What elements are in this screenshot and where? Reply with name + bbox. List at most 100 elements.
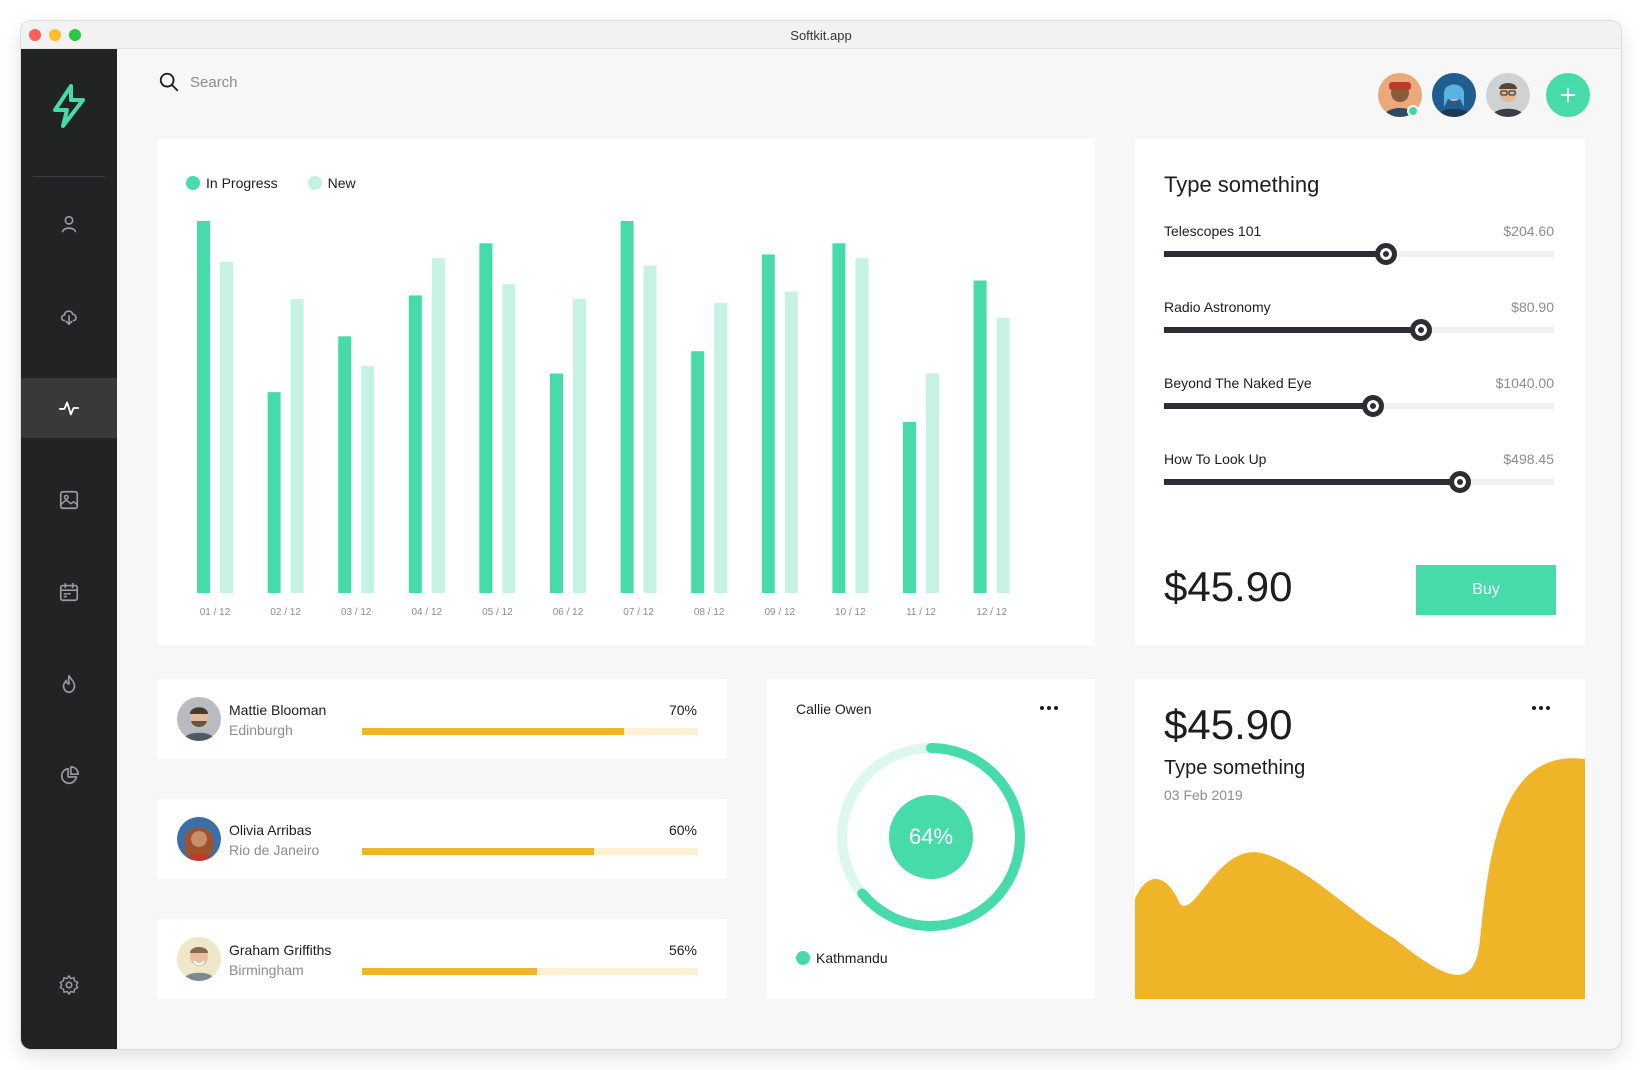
- total-price: $45.90: [1164, 563, 1293, 610]
- bar-new: [573, 299, 586, 593]
- sidebar-item-activity[interactable]: [21, 378, 117, 438]
- avatar: [177, 937, 221, 981]
- slider-price: $204.60: [1503, 223, 1554, 239]
- bar-chart: 01 / 12 02 / 12 03 / 12 04 / 12 05 / 12 06 / …: [197, 221, 1010, 618]
- bar-new: [431, 258, 445, 593]
- sidebar-item-settings[interactable]: [21, 955, 117, 1015]
- sidebar-item-calendar[interactable]: [21, 562, 117, 622]
- slider-track[interactable]: [1164, 243, 1554, 265]
- add-button[interactable]: [1546, 73, 1590, 117]
- avatar: [177, 697, 221, 741]
- search-input[interactable]: [190, 73, 390, 91]
- x-tick-label: 10 / 12: [835, 607, 866, 618]
- bar-in-progress: [620, 221, 634, 593]
- more-dot: [1539, 706, 1543, 710]
- slider-track[interactable]: [1164, 471, 1554, 493]
- x-tick-label: 06 / 12: [553, 607, 584, 618]
- progress-bar: [362, 848, 698, 855]
- flame-icon: [62, 674, 76, 694]
- donut-chart: [837, 743, 1025, 931]
- person-percent: 56%: [668, 942, 697, 958]
- sidebar-item-reports[interactable]: [21, 746, 117, 806]
- logo-bolt-icon[interactable]: [51, 84, 87, 128]
- slider-track[interactable]: [1164, 395, 1554, 417]
- slider-handle[interactable]: [1449, 471, 1472, 493]
- bar-in-progress: [267, 392, 281, 593]
- slider-price: $1040.00: [1495, 375, 1554, 391]
- bar-in-progress: [197, 221, 210, 593]
- x-tick-label: 04 / 12: [412, 607, 443, 618]
- image-icon: [59, 490, 79, 510]
- person-name: Mattie Blooman: [229, 702, 327, 718]
- legend-label: New: [327, 175, 356, 191]
- bar-new: [643, 265, 657, 593]
- progress-fill: [362, 848, 594, 855]
- slider-track[interactable]: [1164, 319, 1554, 341]
- online-status-dot: [1407, 105, 1419, 117]
- slider-handle[interactable]: [1375, 243, 1398, 265]
- slider-fill: [1164, 403, 1373, 409]
- person-card[interactable]: Mattie Blooman Edinburgh 70%: [157, 679, 727, 759]
- sidebar-item-trending[interactable]: [21, 654, 117, 714]
- person-card[interactable]: Olivia Arribas Rio de Janeiro 60%: [157, 799, 727, 879]
- x-tick-label: 09 / 12: [765, 607, 796, 618]
- slider-price: $80.90: [1511, 299, 1554, 315]
- minimize-window-button[interactable]: [49, 29, 61, 41]
- slider-label: Radio Astronomy: [1164, 299, 1271, 315]
- gear-icon: [59, 975, 79, 995]
- window-title: Softkit.app: [790, 28, 852, 43]
- slider-telescopes: Telescopes 101 $204.60: [1164, 223, 1554, 265]
- bar-new: [784, 291, 798, 593]
- more-options-button[interactable]: [1529, 703, 1553, 713]
- legend-swatch: [796, 951, 810, 965]
- x-tick-label: 08 / 12: [694, 607, 725, 618]
- bar-in-progress: [903, 421, 916, 593]
- summary-title: Type something: [1164, 757, 1306, 779]
- person-city: Birmingham: [229, 962, 304, 978]
- sidebar-item-download[interactable]: [21, 286, 117, 346]
- slider-label: How To Look Up: [1164, 451, 1267, 467]
- x-tick-label: 03 / 12: [341, 607, 372, 618]
- x-tick-label: 07 / 12: [623, 607, 654, 618]
- more-dot: [1054, 706, 1058, 710]
- donut-progress-arc: [837, 743, 1025, 931]
- person-name: Olivia Arribas: [229, 822, 312, 838]
- more-dot: [1040, 706, 1044, 710]
- bar-new: [220, 261, 233, 593]
- cloud-download-icon: [60, 310, 77, 326]
- slider-handle[interactable]: [1410, 319, 1433, 341]
- summary-price: $45.90: [1164, 701, 1293, 748]
- x-tick-label: 01 / 12: [200, 607, 231, 618]
- bar-new: [502, 284, 516, 593]
- person-percent: 60%: [668, 822, 697, 838]
- buy-button[interactable]: Buy: [1416, 565, 1556, 615]
- slider-handle[interactable]: [1361, 395, 1384, 417]
- more-dot: [1546, 706, 1550, 710]
- search-bar[interactable]: [158, 71, 390, 93]
- avatar[interactable]: [1432, 73, 1476, 117]
- zoom-window-button[interactable]: [69, 29, 81, 41]
- more-dot: [1532, 706, 1536, 710]
- title-bar: Softkit.app: [21, 21, 1621, 49]
- slider-price: $498.45: [1503, 451, 1554, 467]
- donut-card-title: Callie Owen: [796, 701, 872, 717]
- sidebar-divider: [33, 176, 105, 177]
- more-options-button[interactable]: [1037, 703, 1061, 713]
- slider-look-up: How To Look Up $498.45: [1164, 451, 1554, 493]
- x-tick-label: 02 / 12: [270, 607, 301, 618]
- summary-date: 03 Feb 2019: [1164, 787, 1243, 803]
- search-icon: [159, 72, 179, 92]
- person-city: Edinburgh: [229, 722, 293, 738]
- person-card[interactable]: Graham Griffiths Birmingham 56%: [157, 919, 727, 999]
- sidebar-item-profile[interactable]: [21, 194, 117, 254]
- progress-fill: [362, 728, 625, 735]
- bar-new: [361, 366, 375, 593]
- bar-chart-card: In Progress New 01 / 12 02 / 12 03 / 12 04 …: [157, 139, 1095, 645]
- donut-legend-label: Kathmandu: [816, 950, 888, 966]
- progress-bar: [362, 728, 698, 735]
- bar-new: [996, 317, 1010, 593]
- sidebar-item-gallery[interactable]: [21, 470, 117, 530]
- bar-in-progress: [973, 280, 987, 593]
- close-window-button[interactable]: [29, 29, 41, 41]
- avatar[interactable]: [1486, 73, 1530, 117]
